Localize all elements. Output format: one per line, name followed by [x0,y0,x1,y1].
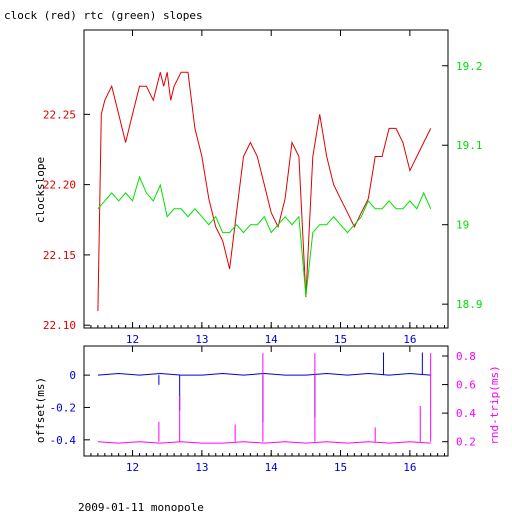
top-x-tick-label: 12 [126,333,139,346]
bot-y2-tick-label: 0.6 [456,379,476,392]
top-y-tick-label: 22.15 [43,249,76,262]
top-x-tick-label: 14 [265,333,279,346]
top-y-tick-label: 22.10 [43,319,76,332]
top-x-tick-label: 15 [334,333,347,346]
bottom-right-y-axis-label: rnd-trip(ms) [488,365,501,444]
bot-y2-tick-label: 0.2 [456,436,476,449]
top-x-tick-label: 16 [403,333,416,346]
bottom-left-y-axis: 0 -0.2 -0.4 [50,369,90,447]
top-left-y-axis: 22.10 22.15 22.20 22.25 [43,108,90,332]
top-right-y-axis: 18.9 19 19.1 19.2 [442,60,483,311]
top-series-group [97,71,432,312]
bottom-plot-frame [83,345,449,457]
bottom-right-y-axis: 0.2 0.4 0.6 0.8 [442,350,476,449]
bottom-x-axis: 12 13 14 15 16 [83,346,446,474]
series-line-rtc [97,175,432,297]
top-y-axis-label: clockslope [34,157,47,223]
bot-y-tick-label: 0 [69,369,76,382]
chart-title: clock (red) rtc (green) slopes [4,9,203,22]
top-y-tick-label: 22.20 [43,179,76,192]
top-x-tick-label: 13 [195,333,208,346]
bottom-series-group [97,352,432,444]
top-y-tick-label: 22.25 [43,108,76,121]
top-y2-tick-label: 18.9 [456,298,483,311]
top-y2-tick-label: 19.2 [456,60,483,73]
bot-x-tick-label: 15 [334,461,347,474]
series-line-offset [97,372,431,376]
bot-y2-tick-label: 0.4 [456,407,476,420]
bot-y-tick-label: -0.2 [50,401,77,414]
series-line-clock [97,71,432,312]
bot-x-tick-label: 16 [403,461,416,474]
series-line-rnd-trip [97,441,431,444]
footer-label: 2009-01-11 monopole [78,501,204,512]
top-plot-frame [83,29,449,329]
bot-y2-tick-label: 0.8 [456,350,476,363]
bottom-y-axis-label: offset(ms) [34,377,47,443]
top-y2-tick-label: 19.1 [456,139,483,152]
bot-x-tick-label: 12 [126,461,139,474]
bot-y-tick-label: -0.4 [50,434,77,447]
bot-x-tick-label: 14 [265,461,279,474]
bot-x-tick-label: 13 [195,461,208,474]
top-y2-tick-label: 19 [456,219,469,232]
top-x-axis: 12 13 14 15 16 [83,30,446,346]
